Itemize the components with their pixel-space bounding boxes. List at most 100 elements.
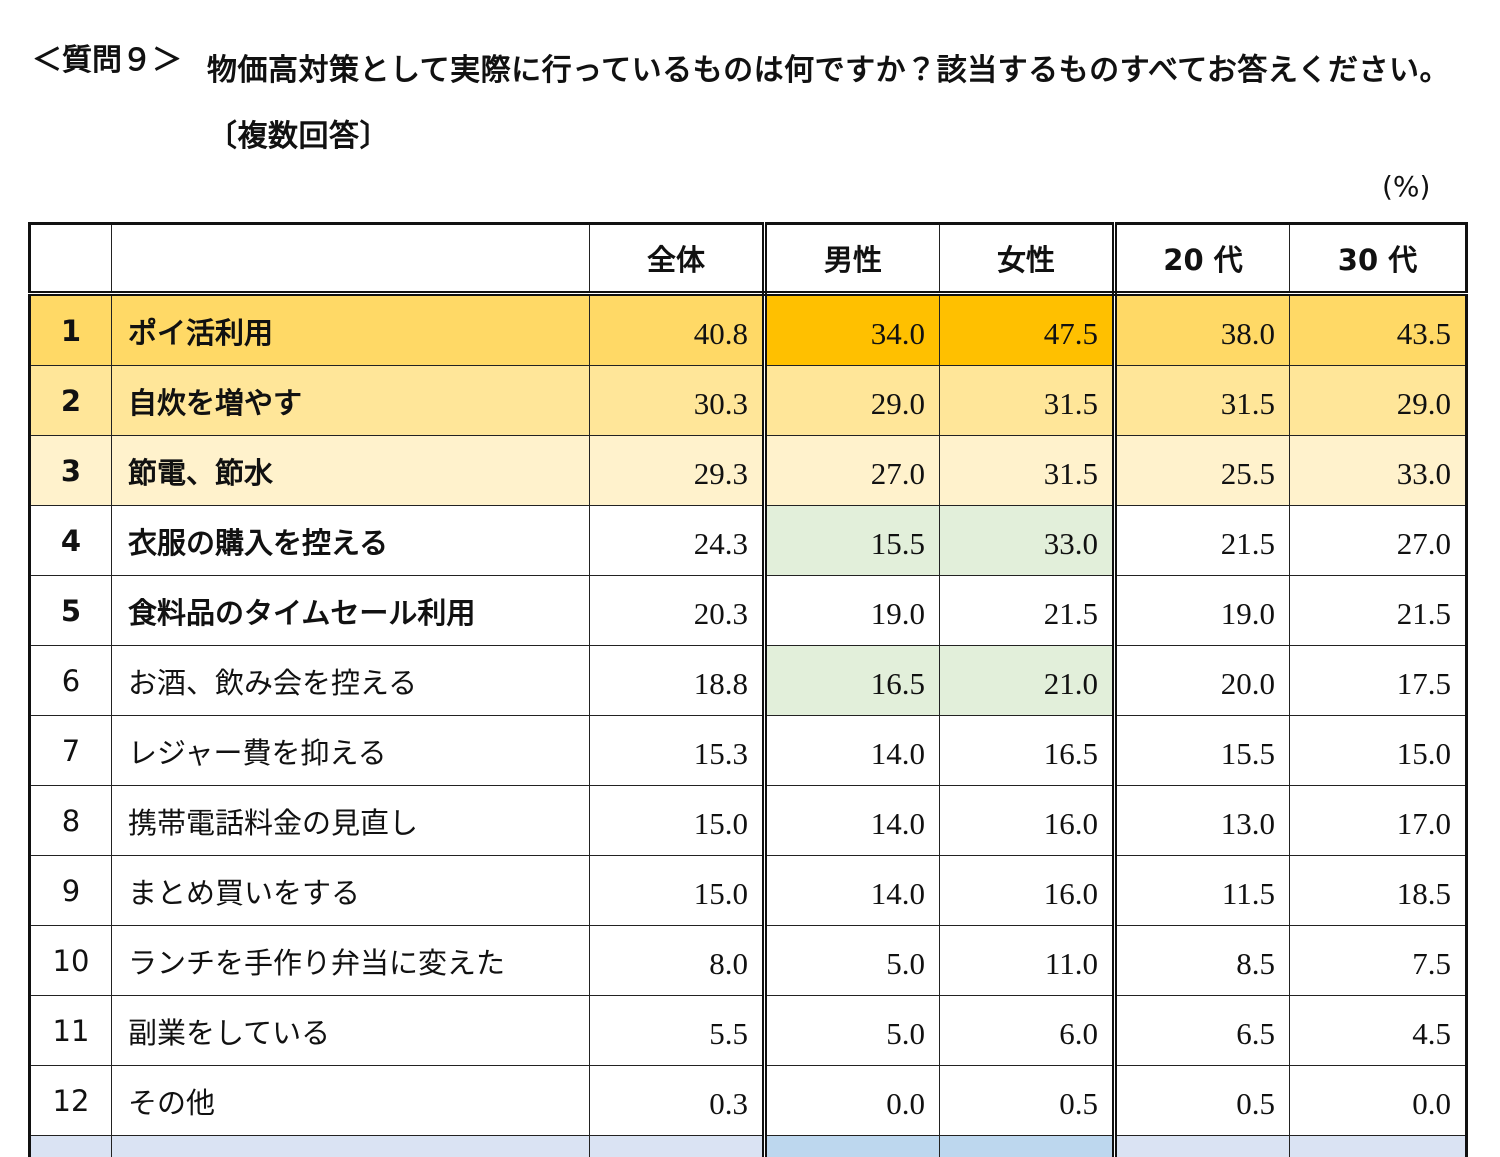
value-cell: 17.0: [1289, 785, 1467, 856]
rank-cell: 11: [29, 995, 112, 1066]
rank-cell: 3: [29, 435, 112, 506]
rank-cell: 9: [29, 855, 112, 926]
value-cell: 27.0: [1289, 505, 1467, 576]
item-cell: ランチを手作り弁当に変えた: [111, 925, 590, 996]
value-cell: 15.0: [589, 855, 767, 926]
column-header: 全体: [589, 223, 767, 296]
item-cell: 副業をしている: [111, 995, 590, 1066]
value-cell: 20.3: [589, 575, 767, 646]
header-cell: [111, 223, 590, 296]
value-cell: 14.0: [764, 855, 940, 926]
item-cell: ポイ活利用: [111, 293, 590, 366]
value-cell: 21.5: [1289, 575, 1467, 646]
column-header: 20 代: [1114, 223, 1290, 296]
value-cell: 31.0: [1114, 1135, 1290, 1157]
value-cell: 27.0: [764, 435, 940, 506]
value-cell: 5.5: [589, 995, 767, 1066]
value-cell: 31.5: [939, 435, 1117, 506]
value-cell: 16.0: [939, 785, 1117, 856]
value-cell: 31.5: [1114, 365, 1290, 436]
value-cell: 18.8: [589, 645, 767, 716]
value-cell: 43.5: [1289, 293, 1467, 366]
value-cell: 27.5: [1289, 1135, 1467, 1157]
value-cell: 18.5: [1289, 855, 1467, 926]
value-cell: 7.5: [1289, 925, 1467, 996]
item-cell: その他: [111, 1065, 590, 1136]
value-cell: 16.5: [764, 645, 940, 716]
header-row: 全体 男性 女性 20 代 30 代: [29, 223, 1467, 296]
value-cell: 0.0: [1289, 1065, 1467, 1136]
rank-cell: —: [29, 1135, 112, 1157]
value-cell: 15.5: [764, 505, 940, 576]
value-cell: 25.5: [1114, 435, 1290, 506]
data-row: 6 お酒、飲み会を控える 18.8 16.5 21.0 20.0 17.5: [29, 645, 1467, 716]
question-label: ＜質問９＞: [32, 43, 182, 78]
value-cell: 24.5: [939, 1135, 1117, 1157]
rank-cell: 2: [29, 365, 112, 436]
value-cell: 0.3: [589, 1065, 767, 1136]
value-cell: 38.0: [1114, 293, 1290, 366]
value-cell: 40.8: [589, 293, 767, 366]
unit-label: (%): [1382, 170, 1431, 203]
data-row: 8 携帯電話料金の見直し 15.0 14.0 16.0 13.0 17.0: [29, 785, 1467, 856]
item-cell: まとめ買いをする: [111, 855, 590, 926]
value-cell: 33.0: [1289, 435, 1467, 506]
rank-cell: 7: [29, 715, 112, 786]
value-cell: 21.5: [939, 575, 1117, 646]
value-cell: 29.3: [589, 1135, 767, 1157]
rank-cell: 6: [29, 645, 112, 716]
value-cell: 8.5: [1114, 925, 1290, 996]
value-cell: 20.0: [1114, 645, 1290, 716]
value-cell: 0.5: [939, 1065, 1117, 1136]
rank-cell: 8: [29, 785, 112, 856]
value-cell: 29.3: [589, 435, 767, 506]
value-cell: 11.5: [1114, 855, 1290, 926]
value-cell: 15.0: [1289, 715, 1467, 786]
value-cell: 24.3: [589, 505, 767, 576]
header-cell: [29, 223, 112, 296]
data-row: 3 節電、節水 29.3 27.0 31.5 25.5 33.0: [29, 435, 1467, 506]
value-cell: 29.0: [764, 365, 940, 436]
value-cell: 6.5: [1114, 995, 1290, 1066]
value-cell: 21.5: [1114, 505, 1290, 576]
rank-cell: 4: [29, 505, 112, 576]
result-table: 全体 男性 女性 20 代 30 代 1 ポイ活利用 40.8 34.0 47.5 38.0 43.5…: [28, 222, 1468, 1157]
data-row: 10 ランチを手作り弁当に変えた 8.0 5.0 11.0 8.5 7.5: [29, 925, 1467, 996]
value-cell: 15.5: [1114, 715, 1290, 786]
item-cell: 節電、節水: [111, 435, 590, 506]
data-row: 12 その他 0.3 0.0 0.5 0.5 0.0: [29, 1065, 1467, 1136]
data-row: 7 レジャー費を抑える 15.3 14.0 16.5 15.5 15.0: [29, 715, 1467, 786]
value-cell: 14.0: [764, 785, 940, 856]
data-row: 2 自炊を増やす 30.3 29.0 31.5 31.5 29.0: [29, 365, 1467, 436]
column-header: 30 代: [1289, 223, 1467, 296]
item-cell: 特に何もしていない: [111, 1135, 590, 1157]
value-cell: 34.0: [764, 1135, 940, 1157]
value-cell: 19.0: [1114, 575, 1290, 646]
value-cell: 6.0: [939, 995, 1117, 1066]
value-cell: 31.5: [939, 365, 1117, 436]
value-cell: 15.0: [589, 785, 767, 856]
value-cell: 47.5: [939, 293, 1117, 366]
data-row: 9 まとめ買いをする 15.0 14.0 16.0 11.5 18.5: [29, 855, 1467, 926]
rank-cell: 12: [29, 1065, 112, 1136]
column-header: 男性: [764, 223, 940, 296]
data-row: 1 ポイ活利用 40.8 34.0 47.5 38.0 43.5: [29, 293, 1467, 366]
value-cell: 30.3: [589, 365, 767, 436]
item-cell: レジャー費を抑える: [111, 715, 590, 786]
rank-cell: 10: [29, 925, 112, 996]
item-cell: 衣服の購入を控える: [111, 505, 590, 576]
value-cell: 5.0: [764, 925, 940, 996]
item-cell: お酒、飲み会を控える: [111, 645, 590, 716]
data-row: 4 衣服の購入を控える 24.3 15.5 33.0 21.5 27.0: [29, 505, 1467, 576]
rank-cell: 1: [29, 293, 112, 366]
item-cell: 自炊を増やす: [111, 365, 590, 436]
item-cell: 食料品のタイムセール利用: [111, 575, 590, 646]
value-cell: 21.0: [939, 645, 1117, 716]
value-cell: 16.5: [939, 715, 1117, 786]
item-cell: 携帯電話料金の見直し: [111, 785, 590, 856]
data-row: 5 食料品のタイムセール利用 20.3 19.0 21.5 19.0 21.5: [29, 575, 1467, 646]
value-cell: 29.0: [1289, 365, 1467, 436]
